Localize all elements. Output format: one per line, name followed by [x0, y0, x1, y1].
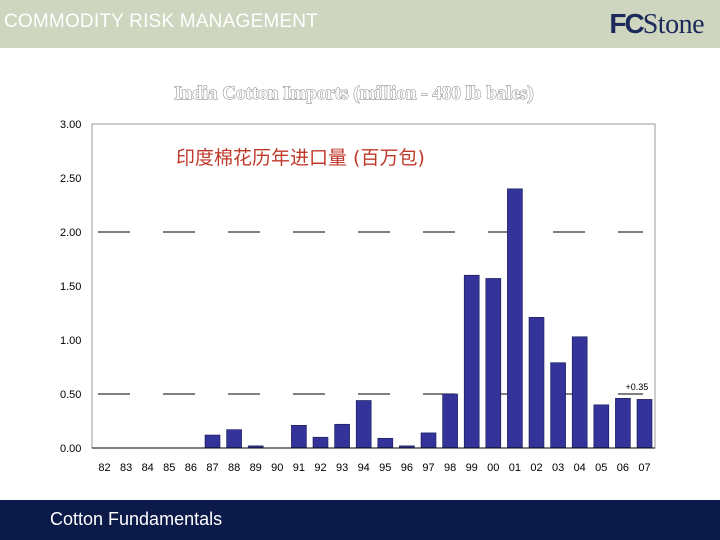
bar-07: [636, 399, 653, 449]
annotation-label: +0.35: [626, 382, 649, 392]
bar-05: [593, 404, 610, 449]
bar-88: [226, 429, 242, 449]
x-tick-label: 07: [638, 462, 650, 474]
x-tick-label: 05: [595, 462, 607, 474]
y-tick-label: 3.00: [60, 119, 81, 131]
header-title: COMMODITY RISK MANAGEMENT: [4, 11, 318, 32]
footer-band: Cotton Fundamentals: [0, 500, 720, 540]
x-tick-label: 84: [142, 462, 154, 474]
bar-91: [291, 425, 307, 449]
cotton-imports-chart: India Cotton Imports (million - 480 lb b…: [60, 83, 656, 474]
x-tick-label: 89: [250, 462, 262, 474]
y-tick-label: 1.50: [60, 281, 81, 293]
bar-92: [312, 436, 329, 449]
x-tick-label: 92: [314, 462, 326, 474]
bar-87: [204, 434, 221, 449]
bar-00: [485, 278, 502, 449]
bar-94: [355, 400, 372, 449]
x-tick-label: 99: [466, 462, 478, 474]
bar-01: [507, 188, 523, 449]
x-tick-label: 85: [163, 462, 175, 474]
bar-97: [420, 432, 437, 449]
chart-title: India Cotton Imports (million - 480 lb b…: [174, 83, 533, 104]
x-tick-label: 01: [509, 462, 521, 474]
bar-93: [334, 423, 350, 449]
x-axis-ticks: 82 83 84 85 86 87 88 89 90 91 92 93 94 95 96 97 98 99 00 01…: [98, 462, 650, 474]
y-axis-ticks: 0.00 0.50 1.00 1.50 2.00 2.50 3.00: [60, 119, 81, 455]
logo-stone: Stone: [642, 9, 705, 40]
x-tick-label: 88: [228, 462, 240, 474]
y-tick-label: 2.50: [60, 173, 81, 185]
x-tick-label: 96: [401, 462, 413, 474]
bar-99: [463, 274, 480, 449]
bar-06: [615, 398, 631, 449]
x-tick-label: 83: [120, 462, 132, 474]
x-tick-label: 06: [617, 462, 629, 474]
bar-95: [377, 437, 394, 449]
bar-03: [550, 362, 566, 449]
x-tick-label: 94: [358, 462, 370, 474]
x-tick-label: 98: [444, 462, 456, 474]
plot-area: [91, 123, 656, 449]
x-tick-label: 91: [293, 462, 305, 474]
x-tick-label: 93: [336, 462, 348, 474]
x-tick-label: 02: [530, 462, 542, 474]
y-tick-label: 0.00: [60, 443, 81, 455]
footer-title: Cotton Fundamentals: [50, 509, 223, 529]
fcstone-logo: FCStone: [609, 8, 704, 41]
x-tick-label: 90: [271, 462, 283, 474]
x-tick-label: 87: [206, 462, 218, 474]
logo-fc: FC: [609, 8, 644, 39]
x-tick-label: 00: [487, 462, 499, 474]
bar-02: [528, 317, 545, 449]
y-tick-label: 1.00: [60, 335, 81, 347]
bar-98: [442, 393, 458, 449]
x-tick-label: 04: [574, 462, 586, 474]
x-tick-label: 86: [185, 462, 197, 474]
x-tick-label: 82: [98, 462, 110, 474]
x-tick-label: 95: [379, 462, 391, 474]
y-tick-label: 2.00: [60, 227, 81, 239]
header-band: COMMODITY RISK MANAGEMENT FCStone: [0, 0, 720, 48]
chart-subtitle: 印度棉花历年进口量 (百万包): [176, 147, 425, 169]
bar-04: [571, 336, 588, 449]
x-tick-label: 03: [552, 462, 564, 474]
reference-lines: [98, 231, 643, 395]
x-tick-label: 97: [422, 462, 434, 474]
y-tick-label: 0.50: [60, 389, 81, 401]
bars: [204, 188, 653, 449]
